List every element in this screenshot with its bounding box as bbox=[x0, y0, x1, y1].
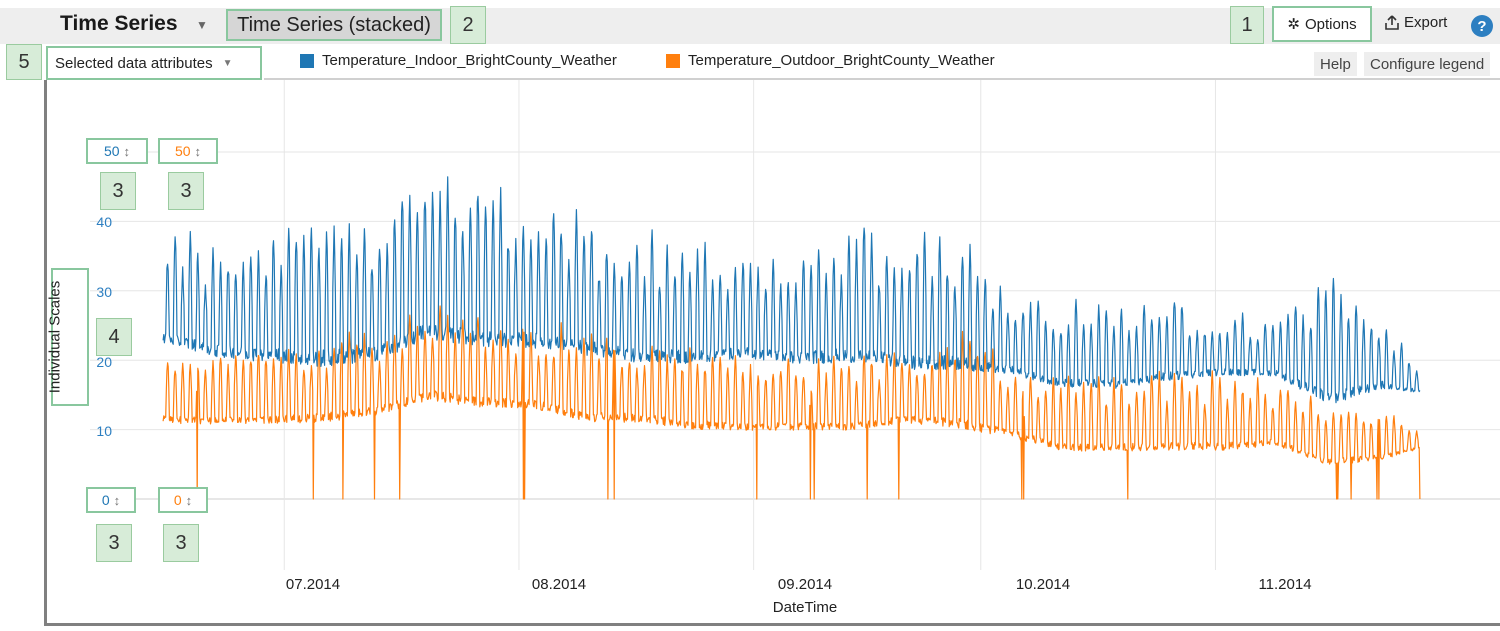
view-title[interactable]: Time Series bbox=[60, 12, 178, 35]
indoor-min-value: 0 bbox=[101, 492, 110, 508]
series-line-outdoor[interactable] bbox=[162, 305, 1421, 500]
series-group bbox=[162, 176, 1421, 500]
configure-legend-link[interactable]: Configure legend bbox=[1364, 52, 1491, 76]
callout-2: 2 bbox=[450, 6, 486, 44]
gear-icon: ✲ bbox=[1287, 16, 1300, 33]
export-button[interactable]: Export bbox=[1384, 14, 1447, 31]
callout-3: 3 bbox=[96, 524, 132, 562]
y-tick-label: 10 bbox=[96, 423, 112, 439]
outdoor-max-value: 50 bbox=[174, 143, 191, 159]
callout-1: 1 bbox=[1230, 6, 1264, 44]
options-button[interactable]: ✲ Options bbox=[1272, 6, 1372, 42]
time-series-plot[interactable] bbox=[0, 80, 1500, 623]
legend-swatch-outdoor bbox=[666, 53, 680, 68]
panel-top-border bbox=[264, 78, 1500, 80]
updown-arrow-icon[interactable]: ↕ bbox=[113, 492, 121, 508]
x-tick-label: 11.2014 bbox=[1258, 576, 1312, 593]
options-label: Options bbox=[1304, 15, 1357, 33]
y-tick-label: 20 bbox=[96, 354, 112, 370]
export-icon bbox=[1385, 14, 1399, 30]
x-tick-label: 09.2014 bbox=[777, 576, 833, 593]
outdoor-min-value: 0 bbox=[173, 492, 182, 508]
updown-arrow-icon[interactable]: ↕ bbox=[194, 143, 202, 159]
y-axis-label-box[interactable] bbox=[51, 268, 89, 406]
legend-label-outdoor: Temperature_Outdoor_BrightCounty_Weather bbox=[688, 52, 995, 69]
y-axis-label: Individual Scales bbox=[46, 280, 64, 394]
outdoor-min-scale-input[interactable]: 0 ↕ bbox=[158, 487, 208, 513]
attributes-select-label: Selected data attributes bbox=[55, 54, 213, 72]
y-tick-label: 40 bbox=[96, 214, 112, 230]
indoor-min-scale-input[interactable]: 0 ↕ bbox=[86, 487, 136, 513]
callout-5: 5 bbox=[6, 44, 42, 80]
grid-lines bbox=[90, 80, 1500, 570]
legend-item-indoor[interactable]: Temperature_Indoor_BrightCounty_Weather bbox=[300, 52, 617, 69]
data-attributes-select[interactable]: Selected data attributes ▼ bbox=[46, 46, 262, 80]
y-tick-label: 30 bbox=[96, 284, 112, 300]
updown-arrow-icon[interactable]: ↕ bbox=[123, 143, 131, 159]
help-link[interactable]: Help bbox=[1314, 52, 1357, 76]
callout-3: 3 bbox=[163, 524, 199, 562]
legend-label-indoor: Temperature_Indoor_BrightCounty_Weather bbox=[322, 52, 617, 69]
callout-3: 3 bbox=[100, 172, 136, 210]
chevron-down-icon: ▼ bbox=[222, 57, 233, 69]
tab-time-series-stacked[interactable]: Time Series (stacked) bbox=[226, 9, 442, 41]
updown-arrow-icon[interactable]: ↕ bbox=[185, 492, 193, 508]
series-line-indoor[interactable] bbox=[162, 176, 1421, 404]
callout-4: 4 bbox=[96, 318, 132, 356]
help-icon[interactable]: ? bbox=[1471, 15, 1493, 37]
x-tick-label: 07.2014 bbox=[285, 576, 341, 593]
outdoor-max-scale-input[interactable]: 50 ↕ bbox=[158, 138, 218, 164]
legend-item-outdoor[interactable]: Temperature_Outdoor_BrightCounty_Weather bbox=[666, 52, 995, 69]
legend-swatch-indoor bbox=[300, 53, 314, 68]
indoor-max-scale-input[interactable]: 50 ↕ bbox=[86, 138, 148, 164]
indoor-max-value: 50 bbox=[103, 143, 120, 159]
export-label: Export bbox=[1404, 14, 1448, 31]
x-tick-label: 10.2014 bbox=[1015, 576, 1071, 593]
x-tick-label: 08.2014 bbox=[531, 576, 587, 593]
panel-bottom-border bbox=[44, 623, 1500, 626]
x-axis-label: DateTime bbox=[772, 599, 838, 616]
chevron-down-icon[interactable]: ▼ bbox=[196, 18, 208, 32]
callout-3: 3 bbox=[168, 172, 204, 210]
panel-left-border bbox=[44, 80, 47, 626]
